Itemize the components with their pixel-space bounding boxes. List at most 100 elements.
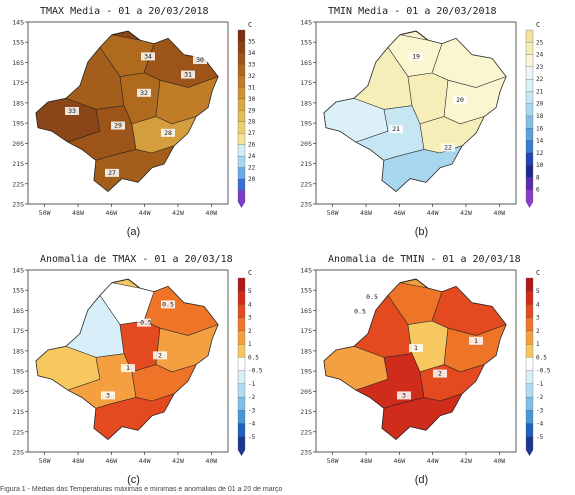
lat-tick-label: 21S [12,160,24,168]
colorbar-segment [525,423,534,438]
colorbar-segment [525,189,534,203]
lat-tick-label: 14S [300,19,312,27]
colorbar-unit: C [248,21,252,29]
lat-tick-label: 23S [300,201,312,209]
contour-label: 30 [196,56,204,64]
lat-tick-label: 20S [300,140,312,148]
colorbar-segment [525,78,534,92]
contour-label: 29 [114,122,122,130]
contour-label: 32 [140,89,148,97]
colorbar-label: 27 [248,130,256,137]
contour-label: 1 [126,364,130,372]
map-svg: Anomalia de TMIN - 01 a 20/03/180.50.512… [300,254,551,465]
colorbar-segment [525,357,534,372]
colorbar-segment [525,396,534,411]
colorbar-segment [237,98,246,111]
lat-tick-label: 14S [300,267,312,275]
colorbar-segment [525,115,534,129]
lon-tick-label: 42W [460,209,472,217]
contour-label-bg [409,52,423,61]
colorbar-segment [237,357,246,372]
lat-tick-label: 15S [12,287,24,295]
colorbar-segment [525,383,534,398]
contour-label: 27 [108,169,116,177]
lat-tick-label: 23S [300,449,312,457]
colorbar-label: 12 [536,150,544,157]
panel-tmax-media: TMAX Media - 01 a 20/03/2018 32 31 30 29 28 27… [0,0,287,247]
lat-tick-label: 21S [12,408,24,416]
contour-label: 21 [392,125,400,133]
contour-label: 19 [412,52,420,60]
colorbar-label: 29 [248,107,256,114]
contour-label: 1 [414,344,418,352]
contour-label-bg [137,88,151,97]
lat-tick-label: 17S [12,79,24,87]
colorbar-segment [525,410,534,424]
mesoregion-fill [381,393,463,440]
colorbar-label: 33 [248,61,256,68]
colorbar-label: -2 [536,394,544,401]
colorbar-label: 2 [536,328,540,335]
contour-label-bg [161,128,175,137]
lon-tick-label: 40W [205,209,217,217]
contour-label-bg [121,364,135,373]
contour-label-bg [453,96,467,105]
contour-label-bg [469,336,483,345]
colorbar-segment [237,370,246,385]
map-svg: Anomalia de TMAX - 01 a 20/03/18 0.5 1 2 3 -0… [12,254,263,465]
lat-tick-label: 21S [300,408,312,416]
colorbar-label: 1 [536,341,540,348]
lat-tick-label: 22S [300,180,312,188]
contour-label: 34 [144,52,152,60]
contour-label: 0.5 [366,293,378,301]
colorbar-label: 20 [536,101,544,108]
lon-tick-label: 50W [39,457,51,465]
lon-tick-label: 42W [172,209,184,217]
contour-label: 20 [456,96,464,104]
colorbar-label: 34 [248,50,256,57]
colorbar-label: 35 [248,38,256,45]
contour-label: 3 [402,391,406,399]
colorbar-label: 3 [536,315,540,322]
colorbar-label: 25 [536,39,544,46]
colorbar-unit: C [248,269,252,277]
lat-tick-label: 17S [300,79,312,87]
colorbar-label: 3 [248,315,252,322]
contour-label: 28 [164,129,172,137]
lon-tick-label: 46W [105,457,117,465]
panel-title: TMAX Media - 01 a 20/03/2018 [40,6,209,17]
colorbar-segment [525,42,534,56]
lat-tick-label: 14S [12,267,24,275]
contour-label-bg [193,56,207,65]
map-svg: TMIN Media - 01 a 20/03/2018 19 20 21 22 14S 1… [300,6,544,217]
colorbar-label: -0.5 [536,368,551,375]
colorbar-label: 0.5 [248,354,259,361]
lat-tick-label: 14S [12,19,24,27]
contour-label-bg [441,143,455,152]
lat-tick-label: 19S [300,368,312,376]
contour-label-bg [181,70,195,79]
contour-label: 0.5 [162,300,174,308]
colorbar-tip [526,202,533,208]
lon-tick-label: 40W [205,457,217,465]
lon-tick-label: 44W [427,209,439,217]
contour-label-bg [397,391,411,400]
colorbar-segment [237,29,246,42]
colorbar-segment [525,177,534,191]
colorbar-unit: C [536,21,540,29]
colorbar-segment [525,103,534,117]
lon-tick-label: 50W [327,457,339,465]
colorbar-label: 21 [536,88,544,95]
colorbar-segment [237,436,246,451]
panel-caption: (a) [126,226,141,238]
colorbar-tip [238,202,245,208]
colorbar-segment [237,291,246,305]
map-svg: TMAX Media - 01 a 20/03/2018 32 31 30 29 28 27… [12,6,256,217]
lat-tick-label: 22S [12,428,24,436]
colorbar-segment [237,344,246,358]
lat-tick-label: 22S [300,428,312,436]
contour-label-bg [161,300,175,309]
lat-tick-label: 23S [12,449,24,457]
colorbar-segment [237,190,246,203]
mesoregion-fill [93,393,175,440]
